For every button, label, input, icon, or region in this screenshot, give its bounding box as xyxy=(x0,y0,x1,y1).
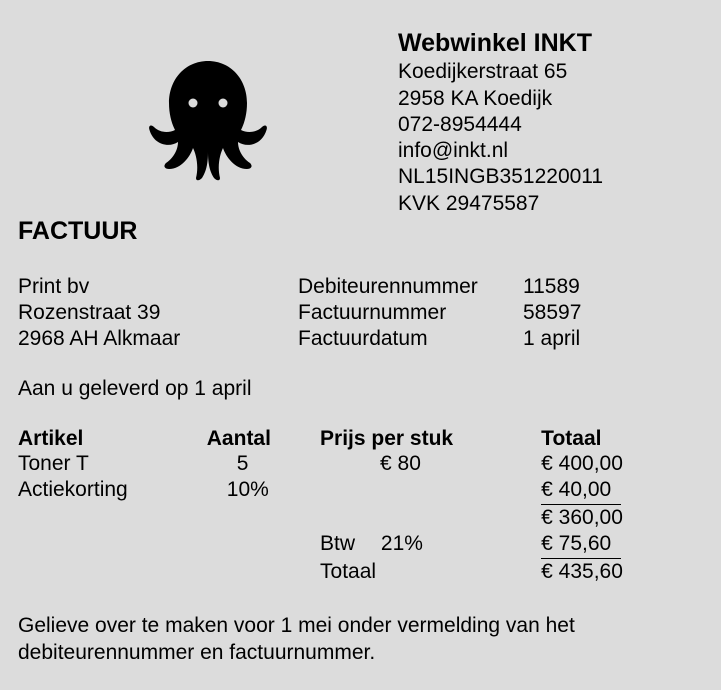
header: Webwinkel INKT Koedijkerstraat 65 2958 K… xyxy=(18,28,703,217)
meta-label-debtor: Debiteurennummer xyxy=(298,274,523,300)
th-artikel: Artikel xyxy=(18,427,207,451)
table-row: Actiekorting 10% € 40,00 xyxy=(18,477,703,505)
cell-subtotal: € 360,00 xyxy=(541,505,703,532)
customer-postal-city: 2968 AH Alkmaar xyxy=(18,326,298,352)
table-row: Btw 21% € 75,60 xyxy=(18,531,703,559)
meta-label-invoice-no: Factuurnummer xyxy=(298,300,523,326)
table-header-row: Artikel Aantal Prijs per stuk Totaal xyxy=(18,427,703,451)
meta-value-debtor: 11589 xyxy=(523,274,581,300)
th-aantal: Aantal xyxy=(207,427,320,451)
cell-btw-amount: € 75,60 xyxy=(541,531,621,559)
company-kvk: KVK 29475587 xyxy=(398,191,703,217)
payment-instructions: Gelieve over te maken voor 1 mei onder v… xyxy=(18,612,703,667)
invoice-meta: Debiteurennummer Factuurnummer Factuurda… xyxy=(298,274,581,353)
cell-item-price: € 80 xyxy=(320,451,421,478)
meta-value-invoice-date: 1 april xyxy=(523,326,581,352)
th-prijs: Prijs per stuk xyxy=(320,427,541,451)
th-totaal: Totaal xyxy=(541,427,703,451)
cell-item-qty: 5 xyxy=(207,451,249,478)
company-name: Webwinkel INKT xyxy=(398,28,703,59)
octopus-icon xyxy=(133,46,283,202)
company-iban: NL15INGB351220011 xyxy=(398,164,703,190)
table-row: Toner T 5 € 80 € 400,00 xyxy=(18,451,703,478)
items-block: Artikel Aantal Prijs per stuk Totaal Ton… xyxy=(18,427,703,586)
cell-total-label: Totaal xyxy=(320,559,541,586)
items-table: Artikel Aantal Prijs per stuk Totaal Ton… xyxy=(18,427,703,586)
meta-value-invoice-no: 58597 xyxy=(523,300,581,326)
cell-btw-label: Btw xyxy=(320,532,355,555)
company-postal-city: 2958 KA Koedijk xyxy=(398,86,703,112)
customer-block: Print bv Rozenstraat 39 2968 AH Alkmaar xyxy=(18,274,298,353)
company-email: info@inkt.nl xyxy=(398,138,703,164)
table-row: € 360,00 xyxy=(18,505,703,532)
meta-label-invoice-date: Factuurdatum xyxy=(298,326,523,352)
document-title: FACTUUR xyxy=(18,217,703,246)
customer-name: Print bv xyxy=(18,274,298,300)
company-phone: 072-8954444 xyxy=(398,112,703,138)
company-block: Webwinkel INKT Koedijkerstraat 65 2958 K… xyxy=(398,28,703,217)
address-meta-row: Print bv Rozenstraat 39 2968 AH Alkmaar … xyxy=(18,274,703,353)
delivery-line: Aan u geleverd op 1 april xyxy=(18,377,703,401)
company-street: Koedijkerstraat 65 xyxy=(398,59,703,85)
cell-discount-label: Actiekorting xyxy=(18,477,207,505)
table-row: Totaal € 435,60 xyxy=(18,559,703,586)
cell-discount-amount: € 40,00 xyxy=(541,477,621,505)
cell-total-amount: € 435,60 xyxy=(541,559,703,586)
cell-btw-pct: 21% xyxy=(381,532,423,555)
customer-street: Rozenstraat 39 xyxy=(18,300,298,326)
cell-item-total: € 400,00 xyxy=(541,451,703,478)
cell-item-name: Toner T xyxy=(18,451,207,478)
logo-column xyxy=(18,28,398,202)
cell-discount-pct: 10% xyxy=(207,477,269,504)
